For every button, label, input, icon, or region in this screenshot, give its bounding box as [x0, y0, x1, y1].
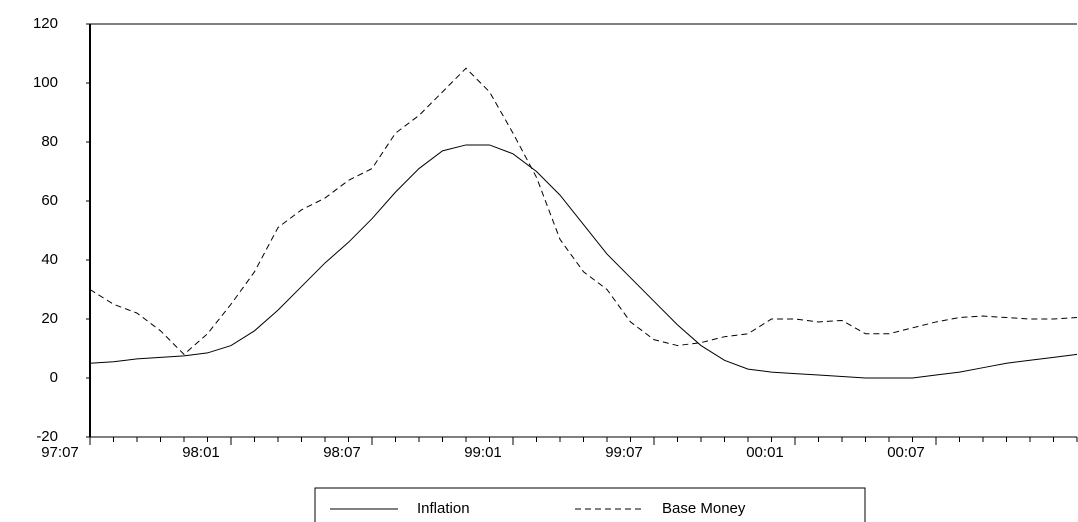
x-tick-label: 98:07: [323, 444, 361, 461]
x-tick-label: 99:07: [605, 444, 643, 461]
x-tick-label: 97:07: [41, 444, 79, 461]
y-tick-label: 120: [33, 15, 58, 32]
legend-label: Inflation: [417, 500, 470, 517]
series-line: [89, 144, 1078, 379]
x-tick-label: 00:01: [746, 444, 784, 461]
y-tick-label: 0: [50, 369, 58, 386]
y-tick-label: 80: [41, 133, 58, 150]
y-tick-label: 60: [41, 192, 58, 209]
legend-box: [314, 487, 866, 522]
series-line: [89, 67, 1078, 356]
y-tick-label: -20: [36, 428, 58, 445]
x-tick-label: 99:01: [464, 444, 502, 461]
y-tick-label: 40: [41, 251, 58, 268]
x-tick-label: 98:01: [182, 444, 220, 461]
y-tick-label: 100: [33, 74, 58, 91]
legend-label: Base Money: [662, 500, 746, 517]
y-tick-label: 20: [41, 310, 58, 327]
x-tick-label: 00:07: [887, 444, 925, 461]
